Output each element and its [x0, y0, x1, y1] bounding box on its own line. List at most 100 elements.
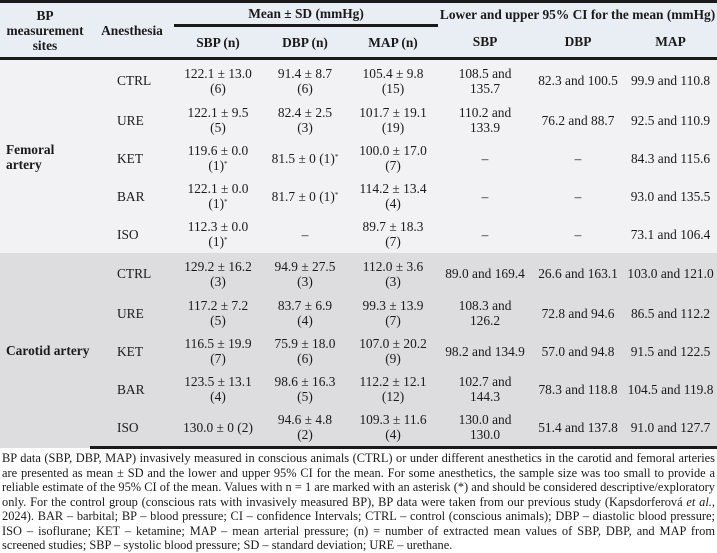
sbp-value: 116.5 ± 19.9	[184, 336, 252, 351]
ci-sbp-cell: 130.0 and 130.0	[438, 408, 533, 449]
dbp-value: 94.6 ± 4.8	[277, 412, 333, 427]
anesthesia-cell: KET	[90, 332, 174, 370]
sbp-value: 123.5 ± 13.1	[184, 374, 252, 389]
header-group-mean-sd: Mean ± SD (mmHg)	[174, 0, 439, 27]
table-row: Carotid artery CTRL 129.2 ± 16.2 (3) 94.9 ± …	[0, 253, 717, 448]
anesthesia-cell: CTRL	[90, 253, 174, 294]
dbp-value: 83.7 ± 6.9	[277, 298, 333, 313]
header-map-n: MAP (n)	[348, 25, 439, 60]
anesthesia-cell: BAR	[90, 177, 174, 215]
dbp-value: 94.9 ± 27.5	[274, 258, 336, 274]
map-value: 109.3 ± 11.6	[359, 412, 427, 427]
section-femoral: Femoral artery CTRL 122.1 ± 13.0 (6) 91.4 ± …	[0, 58, 717, 253]
anesthesia-cell: URE	[90, 101, 174, 139]
sbp-mean-sd-cell: 116.5 ± 19.9 (7)	[174, 332, 262, 370]
ci-upper: 144.3	[469, 389, 501, 404]
sbp-n: (7)	[210, 351, 226, 366]
site-label: Carotid artery	[0, 253, 90, 448]
table-header: BP measurement sites Anesthesia Mean ± S…	[0, 0, 717, 60]
map-mean-sd-cell: 101.7 ± 19.1 (19)	[348, 101, 439, 139]
map-value: 89.7 ± 18.3	[362, 219, 424, 234]
asterisk-marker: *	[224, 160, 228, 168]
sbp-mean-sd-cell: 122.1 ± 13.0 (6)	[174, 58, 262, 101]
table-row: ISO 130.0 ± 0 (2) 94.6 ± 4.8 (2) 109.3 ± 11.…	[0, 408, 717, 449]
anesthesia-cell: ISO	[90, 408, 174, 449]
dbp-n: (6)	[297, 80, 313, 96]
dbp-value: 81.7 ± 0	[271, 188, 316, 204]
table-row: KET 119.6 ± 0.0 (1)* 81.5 ± 0 (1)* 100.0 ± 1…	[0, 139, 717, 177]
map-mean-sd-cell: 105.4 ± 9.8 (15)	[348, 58, 439, 101]
dbp-value: –	[301, 226, 309, 242]
table-row: KET 116.5 ± 19.9 (7) 75.9 ± 18.0 (6) 107.0 ± …	[0, 332, 717, 370]
anesthesia-cell: KET	[90, 139, 174, 177]
dbp-n: (1)	[319, 188, 335, 204]
ci-lower: 110.2 and	[458, 105, 512, 120]
sbp-value: 130.0 ± 0	[183, 419, 234, 435]
asterisk-marker: *	[334, 152, 339, 161]
ci-dbp-cell: –	[532, 177, 625, 215]
ci-sbp-cell: –	[438, 215, 533, 253]
ci-map-cell: 91.0 and 127.7	[624, 408, 717, 449]
sbp-n: (2)	[237, 419, 253, 435]
anesthesia-cell: URE	[90, 294, 174, 332]
ci-map-cell: 84.3 and 115.6	[624, 139, 717, 177]
ci-sbp-cell: 98.2 and 134.9	[438, 332, 533, 370]
sbp-mean-sd-cell: 129.2 ± 16.2 (3)	[174, 253, 262, 294]
dbp-mean-sd-cell: 82.4 ± 2.5 (3)	[262, 101, 348, 139]
sbp-n: (6)	[210, 80, 226, 96]
dbp-value: 81.5 ± 0	[271, 150, 316, 166]
map-mean-sd-cell: 112.0 ± 3.6 (3)	[348, 253, 439, 294]
sbp-value: 119.6 ± 0.0	[187, 143, 249, 158]
dbp-mean-sd-cell: 91.4 ± 8.7 (6)	[262, 58, 348, 101]
header-group-ci: Lower and upper 95% CI for the mean (mmH…	[438, 0, 717, 26]
map-n: (19)	[381, 120, 405, 135]
header-ci-map: MAP	[624, 25, 717, 60]
map-value: 105.4 ± 9.8	[362, 65, 424, 81]
header-ci-sbp: SBP	[438, 25, 533, 60]
map-n: (3)	[385, 273, 401, 289]
ci-upper: 126.2	[469, 313, 501, 328]
ci-dbp-cell: 78.3 and 118.8	[532, 370, 625, 408]
ci-dbp-cell: 26.6 and 163.1	[532, 253, 625, 294]
map-mean-sd-cell: 109.3 ± 11.6 (4)	[348, 408, 439, 449]
ci-upper: 135.7	[469, 80, 501, 96]
header-anesthesia: Anesthesia	[90, 0, 174, 60]
map-value: 107.0 ± 20.2	[359, 336, 427, 351]
sbp-n: (4)	[210, 389, 226, 404]
ci-map-cell: 93.0 and 135.5	[624, 177, 717, 215]
sbp-value: 129.2 ± 16.2	[184, 258, 252, 274]
dbp-mean-sd-cell: 98.6 ± 16.3 (5)	[262, 370, 348, 408]
sbp-n: (1)	[208, 234, 225, 249]
ci-sbp-cell: 102.7 and 144.3	[438, 370, 533, 408]
dbp-n: (3)	[297, 120, 313, 135]
dbp-n: (2)	[297, 427, 313, 442]
header-site: BP measurement sites	[0, 0, 90, 60]
ci-sbp-cell: –	[438, 139, 533, 177]
dbp-mean-sd-cell: 81.5 ± 0 (1)*	[262, 139, 348, 177]
map-value: 112.0 ± 3.6	[362, 258, 424, 274]
dbp-value: 98.6 ± 16.3	[274, 374, 336, 389]
sbp-mean-sd-cell: 123.5 ± 13.1 (4)	[174, 370, 262, 408]
table-footnote: BP data (SBP, DBP, MAP) invasively measu…	[0, 449, 717, 553]
map-n: (12)	[381, 389, 405, 404]
sbp-value: 122.1 ± 9.5	[187, 105, 249, 120]
sbp-n: (1)	[208, 158, 225, 173]
sbp-mean-sd-cell: 122.1 ± 9.5 (5)	[174, 101, 262, 139]
dbp-value: 75.9 ± 18.0	[274, 336, 336, 351]
dbp-n: (6)	[297, 351, 313, 366]
table-row: BAR 123.5 ± 13.1 (4) 98.6 ± 16.3 (5) 112.2 ± …	[0, 370, 717, 408]
table-row: ISO 112.3 ± 0.0 (1)* –89.7 ± 18.3 (7) – –73.1 …	[0, 215, 717, 253]
table-row: URE 117.2 ± 7.2 (5) 83.7 ± 6.9 (4) 99.3 ± 13.…	[0, 294, 717, 332]
sbp-value: 117.2 ± 7.2	[187, 298, 249, 313]
sbp-mean-sd-cell: 112.3 ± 0.0 (1)*	[174, 215, 262, 253]
sbp-mean-sd-cell: 122.1 ± 0.0 (1)*	[174, 177, 262, 215]
map-value: 100.0 ± 17.0	[359, 143, 427, 158]
sbp-mean-sd-cell: 130.0 ± 0 (2)	[174, 408, 262, 449]
ci-dbp-cell: 82.3 and 100.5	[532, 58, 625, 101]
map-n: (4)	[385, 427, 401, 442]
map-n: (15)	[381, 80, 405, 96]
table-row: Femoral artery CTRL 122.1 ± 13.0 (6) 91.4 ± …	[0, 58, 717, 253]
ci-dbp-cell: –	[532, 215, 625, 253]
map-mean-sd-cell: 89.7 ± 18.3 (7)	[348, 215, 439, 253]
map-mean-sd-cell: 99.3 ± 13.9 (7)	[348, 294, 439, 332]
